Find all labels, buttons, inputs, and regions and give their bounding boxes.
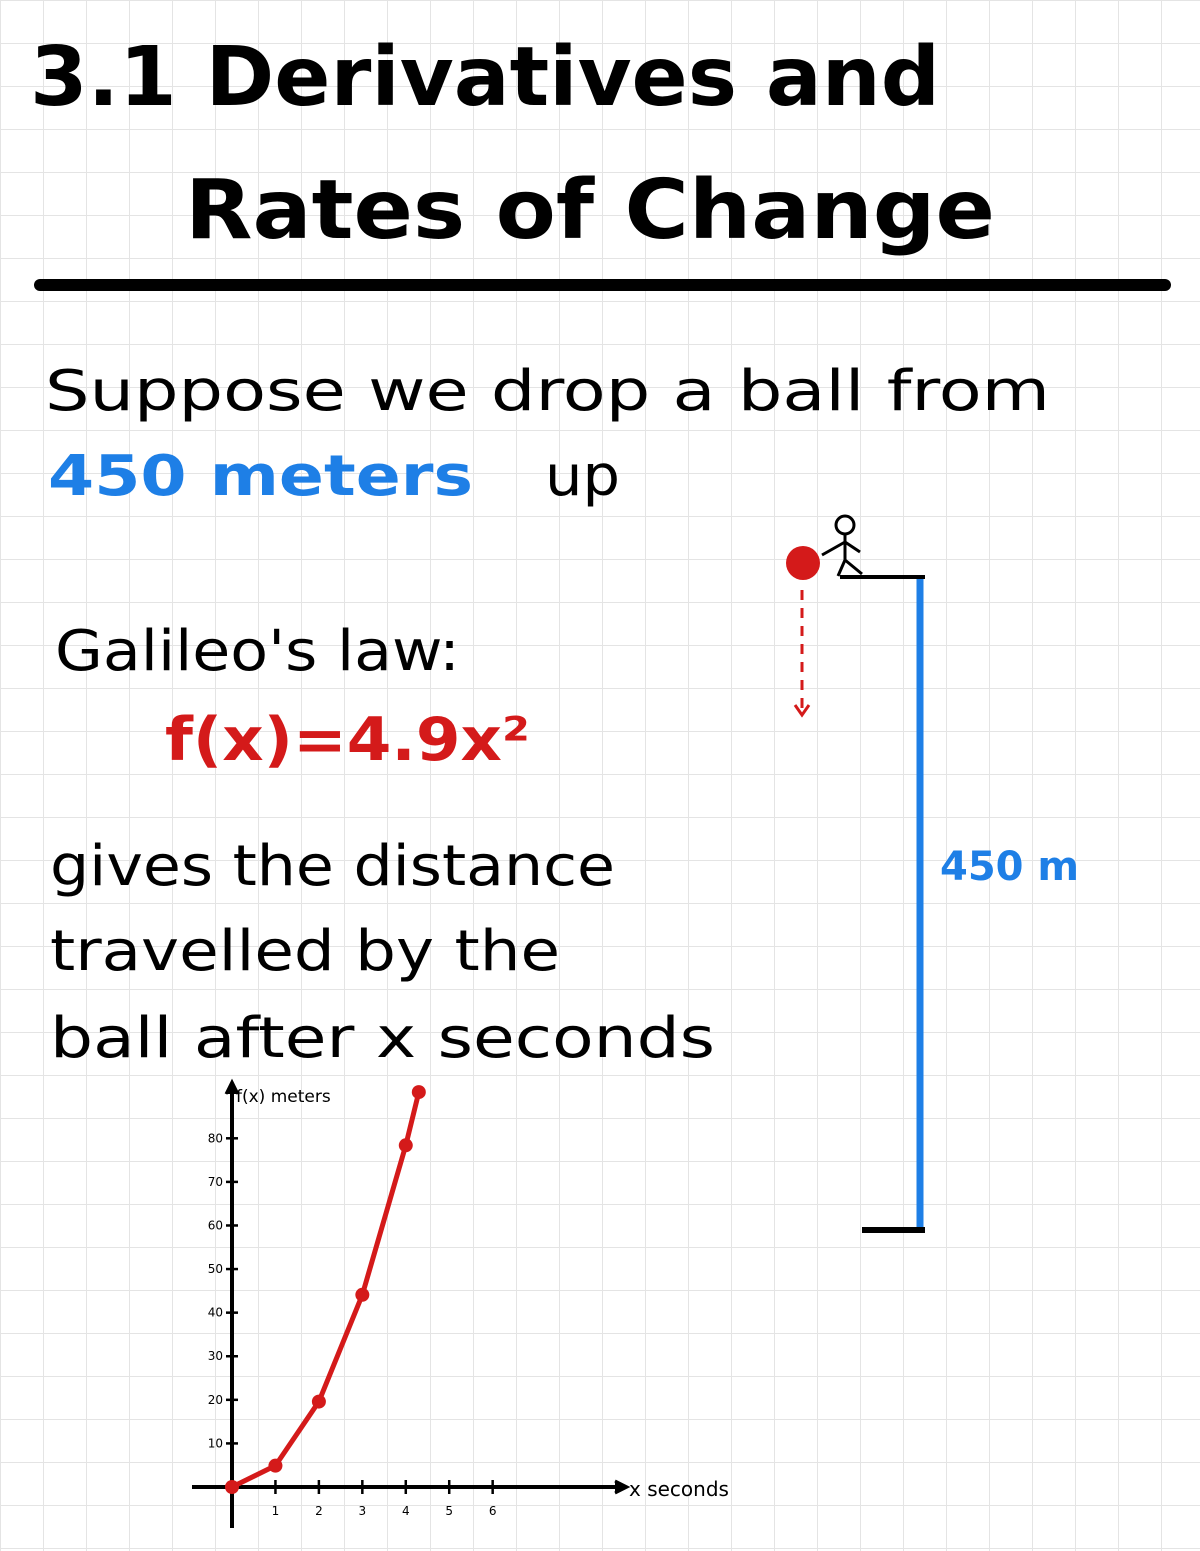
title: 3.1 Derivatives and	[30, 30, 940, 125]
x-tick-label: 3	[359, 1504, 367, 1518]
curve	[230, 1091, 422, 1490]
y-tick-label: 30	[208, 1349, 223, 1363]
person-head	[834, 514, 856, 536]
point	[311, 1394, 326, 1409]
point	[268, 1458, 283, 1473]
formula: f(x)=4.9x²	[165, 705, 530, 775]
x-axis-label: x seconds	[629, 1477, 729, 1501]
y-tick-label: 20	[208, 1393, 223, 1407]
y-tick-label: 80	[208, 1131, 223, 1145]
point	[398, 1138, 413, 1153]
text-line: Suppose we drop a ball from	[45, 359, 1050, 424]
ball	[786, 546, 820, 580]
y-arrow	[224, 1078, 240, 1095]
x-tick-label: 4	[402, 1504, 410, 1518]
point	[225, 1480, 239, 1494]
text-line: Galileo's law:	[55, 619, 460, 684]
y-tick-label: 60	[208, 1218, 223, 1232]
arrow-head	[793, 704, 811, 718]
text-line: gives the distance	[50, 834, 615, 899]
x-tick-label: 2	[315, 1504, 323, 1518]
text-line: up	[545, 444, 620, 509]
x-tick-label: 1	[272, 1504, 280, 1518]
person-body	[821, 534, 863, 577]
highlight: 450 meters	[48, 444, 473, 509]
chart: f(x) meters x seconds 10 20 30 40 50 60 70 80 1 2 3 4…	[192, 1078, 729, 1528]
x-arrow	[614, 1479, 631, 1495]
drop-diagram: 450 m	[786, 514, 1079, 1233]
y-tick-label: 50	[208, 1262, 223, 1276]
text-line: ball after x seconds	[50, 1006, 715, 1071]
y-tick-label: 40	[208, 1306, 223, 1320]
text-line: travelled by the	[50, 919, 560, 984]
title: Rates of Change	[185, 163, 995, 258]
y-axis-label: f(x) meters	[236, 1087, 331, 1107]
x-tick-label: 5	[445, 1504, 453, 1518]
y-tick-label: 70	[208, 1175, 223, 1189]
y-tick-label: 10	[208, 1436, 223, 1450]
point	[411, 1085, 426, 1100]
point	[355, 1287, 370, 1302]
x-tick-label: 6	[489, 1504, 497, 1518]
height-label: 450 m	[940, 844, 1079, 890]
